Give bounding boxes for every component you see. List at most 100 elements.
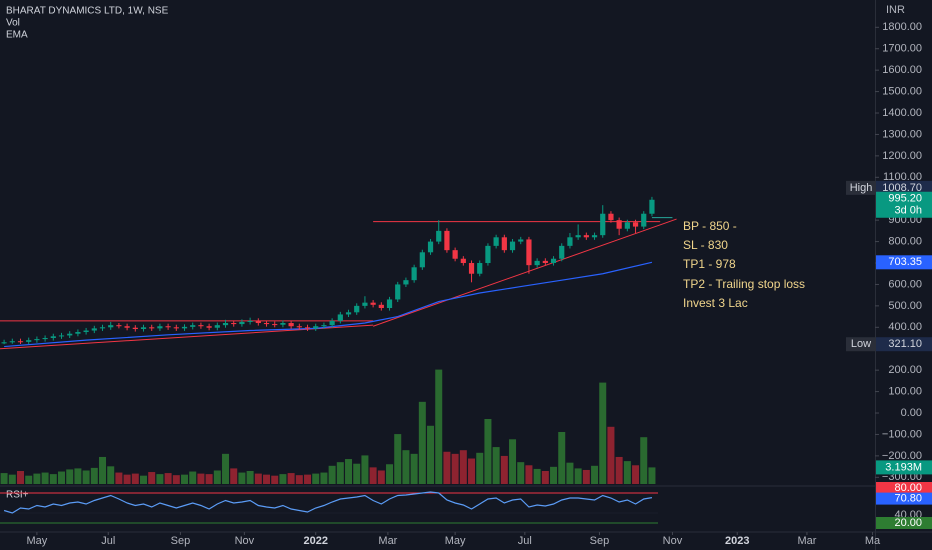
- candle-body: [411, 267, 417, 281]
- candle-body: [190, 325, 196, 327]
- candle-body: [239, 321, 245, 325]
- y-tick-label: 400.00: [888, 321, 922, 333]
- candle-body: [509, 241, 516, 251]
- volume-bar: [607, 426, 615, 484]
- rsi-tick-label: 80.00: [894, 482, 922, 494]
- volume-bar: [205, 474, 213, 484]
- x-tick-label: Jul: [101, 535, 115, 547]
- x-tick-label: 2023: [725, 535, 749, 547]
- y-tick-label: 1500.00: [882, 85, 922, 97]
- volume-bar: [640, 437, 648, 484]
- volume-bar: [17, 471, 25, 484]
- candle-body: [165, 326, 171, 328]
- legend-volume: Vol: [6, 18, 20, 29]
- volume-bar: [468, 458, 476, 484]
- candle-body: [1, 342, 7, 344]
- rsi-last-box: [876, 492, 932, 505]
- volume-bar: [271, 475, 279, 484]
- candle-body: [214, 325, 220, 328]
- x-tick-label: Jul: [518, 535, 532, 547]
- candle-body: [575, 235, 581, 238]
- x-tick-label: Mar: [797, 535, 816, 547]
- candle-body: [493, 237, 499, 246]
- volume-bar: [443, 451, 451, 484]
- candle-body: [17, 341, 24, 343]
- volume-bar: [99, 456, 107, 484]
- annotation: TP2 - Trailing stop loss: [683, 277, 805, 291]
- volume-bar: [558, 432, 566, 484]
- volume-bar: [74, 468, 82, 484]
- volume-bar: [238, 472, 246, 484]
- candle-body: [526, 239, 532, 266]
- volume-bar: [541, 471, 549, 484]
- ema-line: [4, 261, 653, 348]
- rsi-value: 70.80: [894, 493, 922, 505]
- x-tick-label: May: [445, 535, 466, 547]
- y-tick-label: 1700.00: [882, 43, 922, 55]
- last-box: [876, 191, 932, 218]
- candle-body: [321, 325, 327, 327]
- candle-body: [42, 338, 48, 340]
- candle-body: [337, 314, 343, 321]
- candle-body: [58, 335, 65, 337]
- volume-bar: [386, 464, 394, 484]
- volume-bar: [492, 447, 500, 484]
- candle-body: [427, 241, 434, 253]
- countdown: 3d 0h: [894, 205, 922, 217]
- candle-body: [296, 326, 302, 328]
- rsi-line: [3, 491, 653, 514]
- volume-bar: [222, 453, 230, 484]
- volume-bar: [107, 466, 115, 484]
- candle-body: [542, 260, 548, 264]
- x-tick-label: Sep: [171, 535, 191, 547]
- volume-bar: [189, 471, 197, 484]
- volume-bar: [500, 455, 508, 484]
- currency: INR: [886, 4, 905, 16]
- volume-bar: [484, 419, 492, 484]
- annotation: SL - 830: [683, 238, 728, 252]
- candle-body: [288, 323, 294, 327]
- volume-bar: [451, 453, 459, 484]
- candle-body: [624, 222, 630, 229]
- volume-bar: [131, 473, 139, 484]
- candle-body: [34, 339, 40, 341]
- candle-body: [477, 263, 483, 274]
- candle-body: [181, 326, 188, 329]
- volume-bar: [164, 473, 172, 484]
- volume-bar: [369, 467, 377, 484]
- volume-bar: [49, 474, 57, 484]
- chart-title: BHARAT DYNAMICS LTD, 1W, NSE: [6, 6, 169, 17]
- y-tick-label: 1600.00: [882, 64, 922, 76]
- y-tick-label: 200.00: [888, 364, 922, 376]
- candle-body: [91, 328, 97, 331]
- y-tick-label: 100.00: [888, 385, 922, 397]
- volume-bar: [148, 472, 156, 484]
- candle-body: [378, 304, 384, 309]
- candle-body: [403, 280, 409, 285]
- volume-bar: [279, 474, 287, 484]
- volume-bar: [574, 468, 582, 484]
- volume-bar: [66, 469, 74, 484]
- candle-body: [518, 239, 524, 242]
- volume-bar: [615, 456, 623, 484]
- volume-bar: [287, 473, 295, 484]
- volume-bar: [459, 450, 467, 484]
- volume-bar: [33, 473, 41, 484]
- volume-bar: [525, 465, 533, 484]
- candle-body: [247, 320, 253, 322]
- candle-body: [354, 305, 360, 313]
- low-box: [876, 337, 932, 352]
- candle-body: [198, 325, 204, 327]
- x-tick-label: 2022: [303, 535, 327, 547]
- candle-body: [583, 235, 589, 238]
- candle-body: [263, 323, 270, 325]
- candle-body: [157, 326, 163, 329]
- candle-body: [108, 325, 114, 328]
- last-value: 995.20: [888, 193, 922, 205]
- x-tick-label: Sep: [590, 535, 610, 547]
- low-label: Low: [851, 338, 871, 350]
- candle-body: [83, 330, 89, 333]
- volume-bar: [254, 473, 262, 484]
- y-tick-label: 1100.00: [883, 171, 922, 183]
